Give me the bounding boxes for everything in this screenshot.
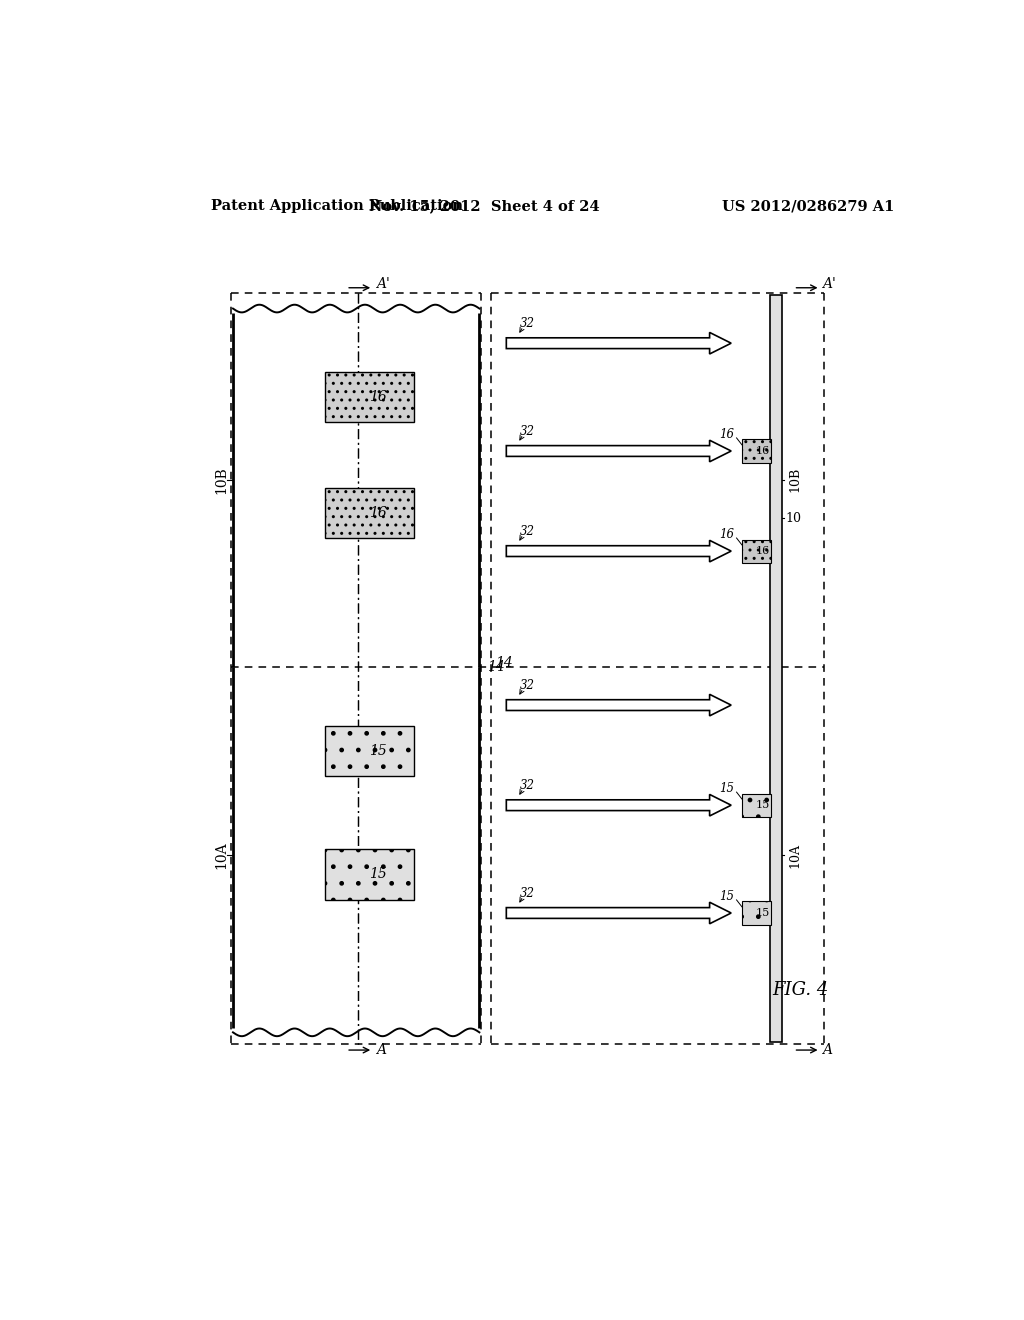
Text: 10A: 10A: [214, 841, 228, 869]
Text: 32: 32: [520, 317, 536, 330]
Bar: [325, 726, 414, 776]
Text: FIG. 4: FIG. 4: [772, 981, 828, 999]
Text: 15: 15: [370, 744, 387, 758]
Text: Patent Application Publication: Patent Application Publication: [211, 199, 464, 213]
Text: 16: 16: [756, 546, 770, 556]
Text: A: A: [376, 1043, 386, 1057]
Text: 10A: 10A: [788, 842, 801, 867]
Text: 32: 32: [520, 779, 536, 792]
Text: 16: 16: [370, 391, 387, 404]
Bar: [742, 902, 771, 924]
Text: 16: 16: [756, 446, 770, 455]
Bar: [742, 440, 771, 462]
Text: 14: 14: [495, 656, 513, 669]
Bar: [325, 850, 414, 899]
Text: A: A: [822, 1043, 833, 1057]
Text: A': A': [376, 277, 390, 290]
Text: 15: 15: [370, 867, 387, 882]
Polygon shape: [506, 540, 731, 562]
Polygon shape: [506, 694, 731, 715]
Bar: [325, 487, 414, 537]
Text: 16: 16: [719, 428, 734, 441]
Bar: [770, 296, 782, 1043]
Text: A': A': [822, 277, 836, 290]
Bar: [742, 540, 771, 562]
Bar: [742, 793, 771, 817]
Text: 16: 16: [370, 506, 387, 520]
Polygon shape: [506, 333, 731, 354]
Polygon shape: [506, 441, 731, 462]
Polygon shape: [506, 903, 731, 924]
Text: 15: 15: [756, 908, 770, 917]
Text: US 2012/0286279 A1: US 2012/0286279 A1: [722, 199, 894, 213]
Text: 32: 32: [520, 425, 536, 438]
Text: 10: 10: [785, 512, 802, 525]
Polygon shape: [506, 795, 731, 816]
Text: 16: 16: [719, 528, 734, 541]
Text: 10B: 10B: [788, 467, 801, 492]
Text: 15: 15: [756, 800, 770, 810]
Bar: [325, 372, 414, 422]
Text: 15: 15: [719, 890, 734, 903]
Text: 15: 15: [719, 781, 734, 795]
Text: 32: 32: [520, 887, 536, 900]
Text: Nov. 15, 2012  Sheet 4 of 24: Nov. 15, 2012 Sheet 4 of 24: [370, 199, 600, 213]
Text: 32: 32: [520, 525, 536, 539]
Text: 32: 32: [520, 680, 536, 693]
Text: 10B: 10B: [214, 466, 228, 494]
Text: 14: 14: [487, 660, 505, 673]
